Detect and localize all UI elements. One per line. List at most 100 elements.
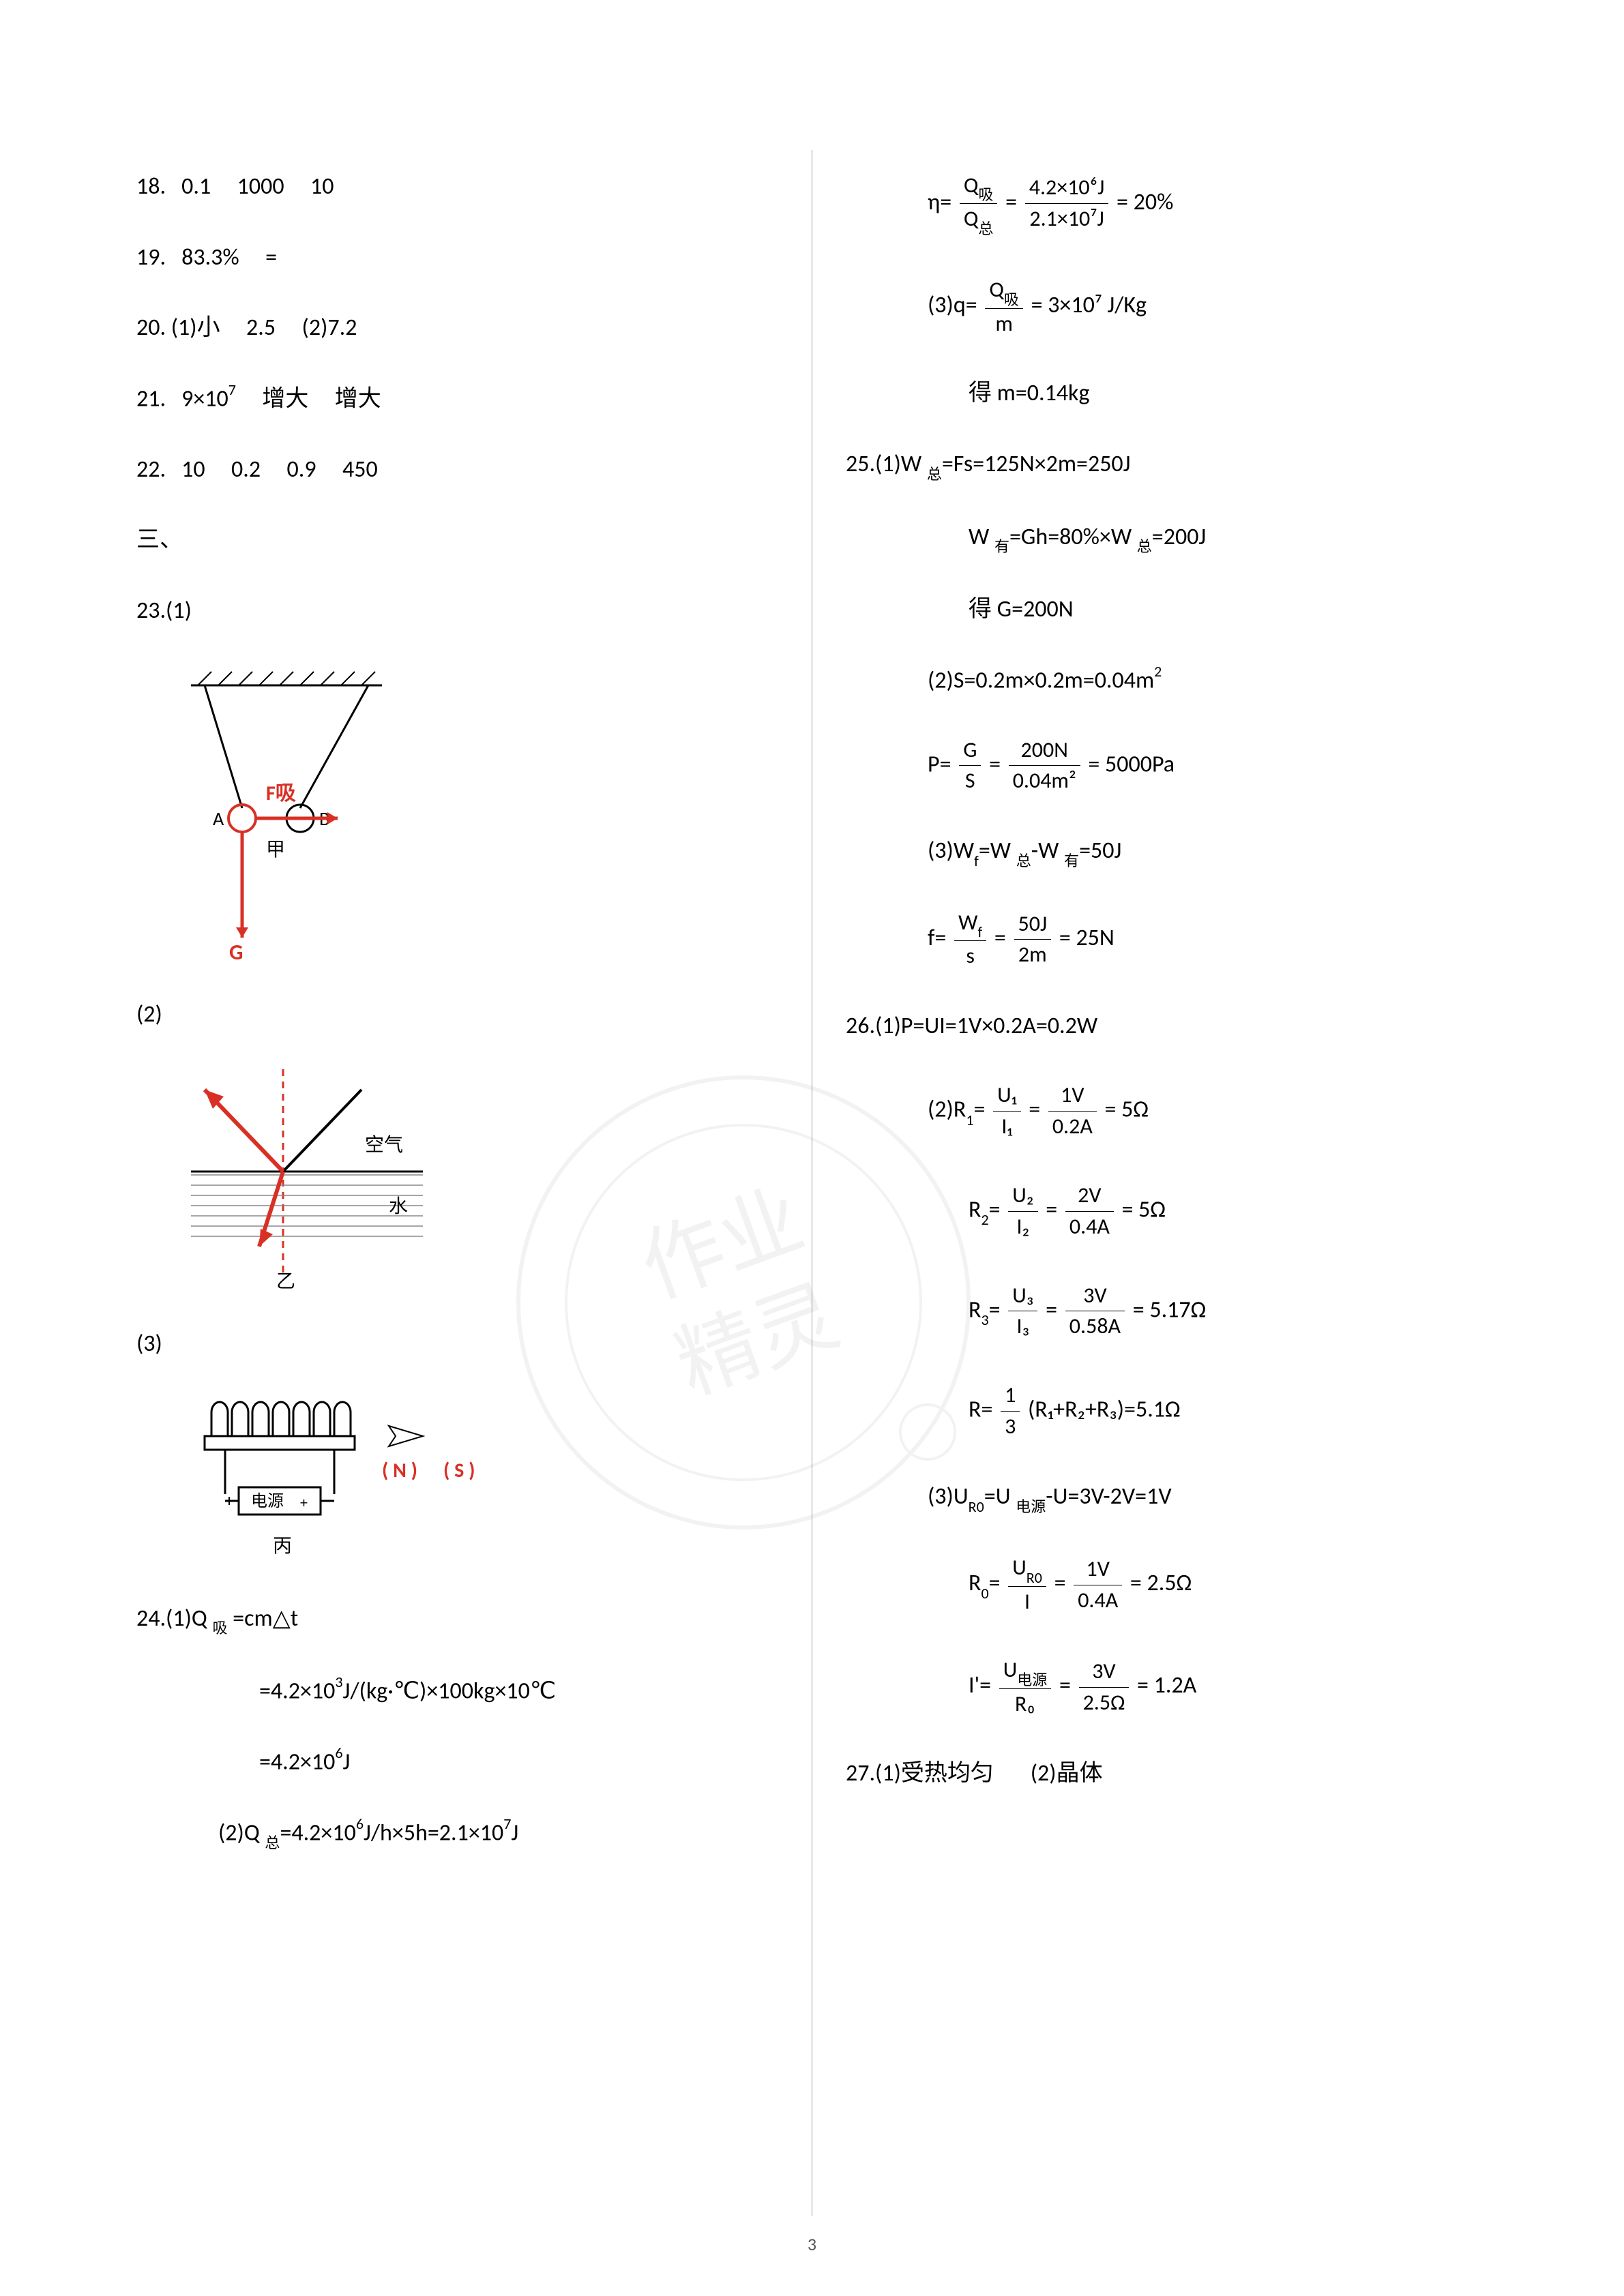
eta-d1s: 总 (978, 220, 993, 238)
q26-r1-f1: U₁I₁ (993, 1080, 1020, 1142)
q24-l4e2: 7 (503, 1815, 511, 1833)
q24-l2b: J/(kg·℃)×100kg×10℃ (343, 1678, 557, 1705)
q25-3f-d1: s (954, 941, 986, 972)
q26-3a: (3)UR0=U 电源-U=3V-2V=1V (846, 1480, 1501, 1515)
q24-l1b: =cm△t (233, 1605, 298, 1632)
q25-2p: P= GS = 200N0.04m² = 5000Pa (846, 735, 1501, 797)
q25-2p-d2: 0.04m² (1009, 766, 1080, 796)
q25-1c: W 有=Gh=80%×W 总=200J (846, 521, 1501, 556)
q25-3f: f= Wfs = 50J2m = 25N (846, 908, 1501, 972)
eta-d2: 2.1×10⁷J (1025, 204, 1109, 235)
q26-r2-res: = 5Ω (1122, 1195, 1166, 1223)
q25-3a-t: (3)W (928, 837, 974, 865)
q25-1b: =Fs=125N×2m=250J (942, 450, 1131, 478)
fig3-s: ( S ) (443, 1458, 475, 1483)
q25-1a-t: 25.(1)W (846, 450, 927, 478)
q20-p2: (2)7.2 (302, 314, 357, 342)
fig3-n: ( N ) (382, 1458, 417, 1483)
q25-2p-eq: = (989, 750, 1001, 778)
q26-r1-n: U₁ (993, 1080, 1020, 1112)
q24-l4sub: 总 (265, 1834, 280, 1852)
q26-i-f2: 3V2.5Ω (1079, 1656, 1130, 1718)
q25-3d: =50J (1079, 837, 1121, 865)
q26-3b-s: 电源 (1016, 1497, 1046, 1516)
q24-3b: 得 m=0.14kg (846, 377, 1501, 410)
eta-n1s: 吸 (978, 185, 993, 204)
right-column: η= Q吸 Q总 = 4.2×10⁶J 2.1×10⁷J = 20% (3)q=… (846, 170, 1501, 1828)
q26-r0-eq: = (1054, 1570, 1066, 1598)
q24-l1sub: 吸 (212, 1619, 227, 1637)
q25-3f-f1: Wfs (954, 908, 986, 972)
q26-r1-d2: 0.2A (1048, 1112, 1097, 1142)
q26-i-f1: U电源R₀ (999, 1655, 1052, 1719)
q26-r0-n2: 1V (1074, 1554, 1122, 1585)
q26-r2-d2: 0.4A (1065, 1212, 1114, 1242)
q26-i-d2: 2.5Ω (1079, 1688, 1130, 1718)
page: 18. 0.1 1000 10 19. 83.3% = 20. (1)小 2.5… (0, 0, 1624, 2296)
q19-b: = (265, 243, 277, 271)
eta-line: η= Q吸 Q总 = 4.2×10⁶J 2.1×10⁷J = 20% (846, 170, 1501, 237)
q26-r3-eq: = (1046, 1296, 1057, 1324)
section-3: 三、 (136, 524, 750, 556)
q26-r1-res: = 5Ω (1105, 1096, 1149, 1124)
q24-l1: 24.(1)Q 吸 =cm△t (136, 1602, 750, 1637)
q21-exp: 7 (228, 381, 236, 399)
q26-r1: (2)R1= U₁I₁ = 1V0.2A = 5Ω (846, 1080, 1501, 1142)
q23-1: 23.(1) (136, 595, 750, 627)
fig1-g: G (229, 939, 243, 965)
q27-a: 27.(1)受热均匀 (846, 1759, 994, 1787)
q26-r0-n: U (1012, 1554, 1027, 1581)
q26-r-f: 13 (1001, 1380, 1020, 1442)
q25-2p-f2: 200N0.04m² (1009, 735, 1080, 797)
q18: 18. 0.1 1000 10 (136, 170, 750, 203)
q24-3-d: m (985, 309, 1023, 340)
q25-1a: 25.(1)W 总=Fs=125N×2m=250J (846, 448, 1501, 483)
q26-r1-pre: (2)R (928, 1096, 966, 1124)
q25-3f-f2: 50J2m (1014, 909, 1052, 971)
q24-3-frac: Q吸 m (985, 275, 1023, 339)
q26-r3-f2: 3V0.58A (1065, 1281, 1125, 1343)
q25-3f-pre: f= (928, 924, 946, 952)
q26-r0-pre: R (969, 1570, 981, 1598)
fig1-f: F吸 (266, 781, 296, 806)
q26-r3-preb: = (989, 1296, 1001, 1324)
q21: 21. 9×107 增大 增大 (136, 383, 750, 415)
q19-num: 19. (136, 243, 166, 271)
q26-r2-preb: = (989, 1195, 1001, 1223)
q24-3-res: = 3×10⁷ J/Kg (1031, 292, 1147, 320)
q25-3f-n2: 50J (1014, 909, 1052, 940)
q26-r3-pres: 3 (981, 1311, 988, 1329)
q26-r0: R0= UR0I = 1V0.4A = 2.5Ω (846, 1553, 1501, 1617)
q26-r3-d2: 0.58A (1065, 1311, 1125, 1342)
q19: 19. 83.3% = (136, 241, 750, 274)
q19-a: 83.3% (181, 243, 239, 271)
q25-1e: =200J (1152, 523, 1206, 551)
q26-r2-f2: 2V0.4A (1065, 1180, 1114, 1242)
q26-r0-f2: 1V0.4A (1074, 1554, 1122, 1616)
eta-frac1: Q吸 Q总 (960, 170, 998, 237)
q26-r0-ns: R0 (1027, 1568, 1042, 1587)
q24-3-pre: (3)q= (928, 292, 977, 320)
left-column: 18. 0.1 1000 10 19. 83.3% = 20. (1)小 2.5… (136, 170, 750, 1890)
q24-l3: =4.2×106J (136, 1746, 750, 1778)
q26-r3: R3= U₃I₃ = 3V0.58A = 5.17Ω (846, 1281, 1501, 1343)
q20-a: 2.5 (246, 314, 276, 342)
eta-n2: 4.2×10⁶J (1025, 173, 1109, 204)
q21-a: 9×10 (181, 385, 228, 413)
q25-1c-s: 有 (994, 537, 1009, 556)
q26-r0-res: = 2.5Ω (1130, 1570, 1192, 1598)
eta-n1: Q (964, 172, 979, 198)
q24-l3e: 6 (335, 1744, 342, 1762)
q24-l3a: =4.2×10 (259, 1748, 335, 1776)
q26-r2-eq: = (1046, 1195, 1057, 1223)
q22-num: 22. (136, 456, 166, 483)
q26-i-res: = 1.2A (1137, 1672, 1196, 1700)
q25-3b-s: 总 (1016, 852, 1031, 870)
q25-2p-n1: G (959, 735, 981, 766)
q24-l4d: J (511, 1819, 518, 1847)
q25-3c-s: 有 (1064, 852, 1079, 870)
q24-l4b: =4.2×10 (280, 1819, 355, 1847)
q25-2a: (2)S=0.2m×0.2m=0.04m2 (846, 664, 1501, 697)
q24-l4e: 6 (356, 1815, 364, 1833)
q23-2: (2) (136, 998, 750, 1031)
